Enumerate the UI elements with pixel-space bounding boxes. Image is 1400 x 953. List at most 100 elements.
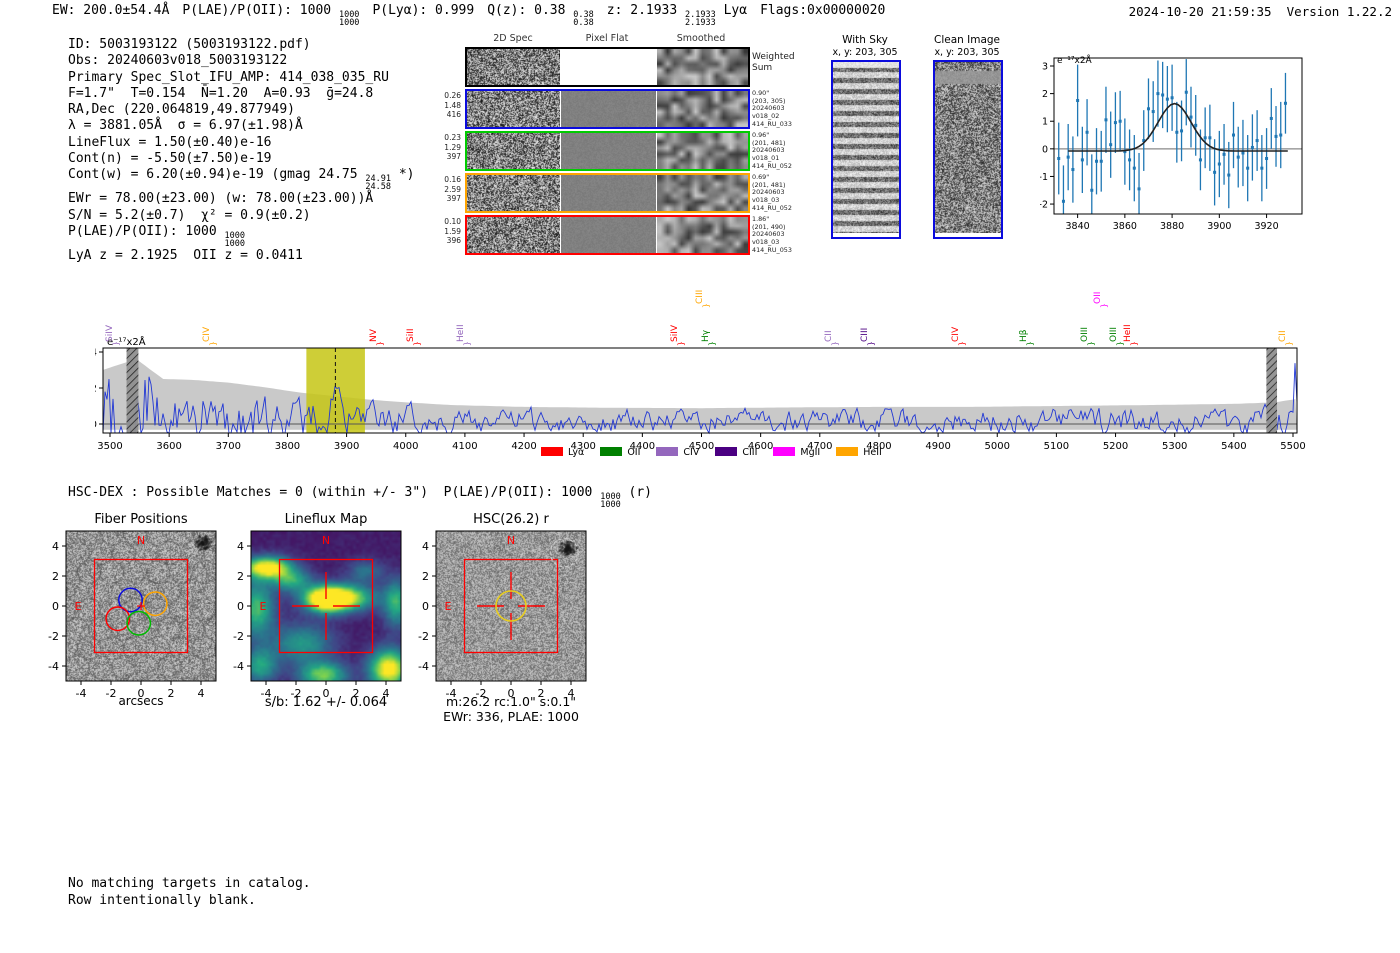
cutout-ytick: 4 — [237, 540, 244, 553]
info-line-text: Cont(w) = 6.20(±0.94)e-19 (gmag 24.75 24… — [68, 167, 415, 191]
text: EWr = 78.00(±23.00) (w: 78.00(±23.00))Å — [68, 191, 374, 207]
hsc-cutout-title: HSC(26.2) r — [473, 512, 549, 527]
text: RA,Dec (220.064819,49.877949) — [68, 102, 295, 118]
extraction-box — [463, 558, 559, 654]
spec2d-row-left-stats: 0.26 1.48 416 — [444, 91, 461, 119]
text: Lyα — [715, 3, 748, 18]
info-line: S/N = 5.2(±0.7) χ² = 0.9(±0.2) — [68, 208, 415, 224]
spectrum-ytick: 4 — [95, 348, 97, 359]
spec2d-row-right-info: 1.86" (201, 490) 20240603 v018_03 414_RU_053 — [752, 215, 792, 254]
spec2d-row-right-info: 0.69" (201, 481) 20240603 v018_03 414_RU_052 — [752, 173, 792, 212]
fitplot-ytick: 1 — [1042, 117, 1048, 128]
spectrum-units-annotation: e⁻¹⁷x2Å — [107, 337, 146, 348]
fitplot-xtick: 3840 — [1066, 221, 1090, 232]
emission-line-brace: { — [462, 340, 472, 347]
withsky-coords: x, y: 203, 305 — [832, 47, 898, 58]
text: F=1.7" T=0.154 N̄=1.20 A=0.93 ḡ=24.8 — [68, 85, 374, 101]
info-line-text: EWr = 78.00(±23.00) (w: 78.00(±23.00))Å — [68, 191, 373, 207]
neighbor-source-circle — [549, 538, 579, 568]
emission-line-label: CIII — [694, 289, 705, 304]
photometric-aperture-circle — [495, 590, 527, 622]
spectrum-xtick: 3700 — [216, 441, 241, 452]
emission-line-brace: { — [1284, 340, 1294, 347]
full-spectrum-plot: 3500 3600 3700 3800 3900 4000 4100 4200 4300 4400… — [91, 340, 1310, 470]
spec2d-image — [467, 175, 560, 211]
cutout-xtick: 0 — [508, 687, 515, 700]
cutout-ytick: -2 — [48, 630, 59, 643]
legend-label: Lyα — [568, 447, 585, 458]
cutout-xtick: -4 — [76, 687, 87, 700]
hsc-caption-1: m:26.2 rc:1.0" s:0.1" — [445, 694, 577, 709]
smoothed-image — [657, 175, 748, 211]
lineflux-map-image — [251, 531, 401, 681]
emission-line-brace: { — [957, 340, 967, 347]
emission-line-label: OIII — [1079, 326, 1090, 342]
header-metrics: EW: 200.0±54.4Å P(LAE)/P(OII): 1000 1000 1… — [52, 3, 898, 27]
info-line-text: λ = 3881.05Å σ = 6.97(±1.98)Å — [68, 118, 303, 134]
spec2d-row-right-info: 0.90" (203, 305) 20240603 v018_02 414_RU_033 — [752, 89, 792, 128]
spectrum-legend: Lyα OII CIV CIII MgII HeII — [541, 447, 882, 458]
footer-notes: No matching targets in catalog. Row inten… — [68, 876, 311, 909]
legend-label: CIV — [683, 447, 700, 458]
stacked-fraction: 0.38 0.38 — [573, 10, 594, 28]
stacked-fraction: 2.1933 2.1933 — [685, 10, 716, 28]
spec2d-image — [467, 133, 560, 169]
cutout-xtick: -4 — [261, 687, 272, 700]
cutout-ytick: 0 — [52, 600, 59, 613]
text: ID: 5003193122 (5003193122.pdf) — [68, 37, 311, 52]
fitplot-ytick: 3 — [1042, 62, 1048, 73]
cutout-xtick: 2 — [168, 687, 175, 700]
cutout-xtick: 2 — [538, 687, 545, 700]
pixelflat-image — [561, 49, 656, 85]
fitplot-xtick: 3860 — [1113, 221, 1137, 232]
text: P(LAE)/P(OII): 1000 — [68, 223, 225, 239]
emission-line-brace: { — [1129, 340, 1139, 347]
emission-line-brace: { — [1026, 340, 1036, 347]
detection-info-block: ID: 5003193122 (5003193122.pdf) Obs: 2024… — [68, 37, 415, 264]
info-line: Obs: 20240603v018_5003193122 — [68, 53, 415, 69]
info-line: RA,Dec (220.064819,49.877949) — [68, 102, 415, 118]
compass-east-label: E — [75, 600, 82, 613]
fiber-positions-title: Fiber Positions — [94, 512, 188, 527]
spec2d-row — [465, 215, 750, 255]
info-line: Cont(n) = -5.50(±7.50)e-19 — [68, 151, 415, 167]
spectrum-xtick: 5500 — [1280, 441, 1305, 452]
pixelflat-image — [561, 175, 656, 211]
smoothed-image — [657, 133, 748, 169]
legend-swatch — [541, 447, 563, 456]
header-metric: EW: 200.0±54.4Å — [52, 3, 169, 18]
smoothed-image — [657, 91, 748, 127]
cutout-xtick: -2 — [291, 687, 302, 700]
spec2d-image — [467, 49, 560, 85]
header-metric: z: 2.1933 2.1933 2.1933 Lyα — [607, 3, 747, 27]
text: S/N = 5.2(±0.7) χ² = 0.9(±0.2) — [68, 207, 311, 223]
spec2d-header-2dspec: 2D Spec — [493, 33, 533, 44]
clean-image — [935, 62, 1001, 233]
full-spectrum-svg: 3500 3600 3700 3800 3900 4000 4100 4200 4300 4400… — [91, 347, 1306, 452]
info-line: F=1.7" T=0.154 N̄=1.20 A=0.93 ḡ=24.8 — [68, 86, 415, 102]
cutout-ytick: -2 — [418, 630, 429, 643]
spectrum-xtick: 4800 — [866, 441, 891, 452]
cutout-ytick: 4 — [422, 540, 429, 553]
text: z: 2.1933 — [606, 3, 686, 18]
text: LyA z = 2.1925 OII z = 0.0411 — [68, 247, 303, 263]
cutout-xtick: -4 — [446, 687, 457, 700]
legend-swatch — [836, 447, 859, 456]
text: HSC-DEX : Possible Matches = 0 (within +… — [68, 485, 601, 500]
text: LineFlux = 1.50(±0.40)e-16 — [68, 134, 272, 150]
spectrum-xtick: 3500 — [97, 441, 122, 452]
spectrum-xtick: 4500 — [689, 441, 714, 452]
extraction-box — [93, 558, 189, 654]
header-metric: Q(z): 0.38 0.38 0.38 — [487, 3, 594, 27]
fitplot-ytick: -2 — [1040, 200, 1048, 211]
legend-label: OII — [627, 447, 641, 458]
spectrum-xtick: 4600 — [748, 441, 773, 452]
info-line-text: Obs: 20240603v018_5003193122 — [68, 53, 287, 69]
cutout-ytick: -2 — [233, 630, 244, 643]
fiber-xlabel: arcsecs — [118, 694, 164, 708]
legend-item: OII — [600, 447, 640, 458]
flux-panel-overlay: -4 -2 0 2 4 -4 -2 0 2 4 N E — [233, 530, 402, 700]
text: Obs: 20240603v018_5003193122 — [68, 53, 288, 69]
cutout-xtick: 4 — [568, 687, 575, 700]
info-line: LyA z = 2.1925 OII z = 0.0411 — [68, 248, 415, 264]
